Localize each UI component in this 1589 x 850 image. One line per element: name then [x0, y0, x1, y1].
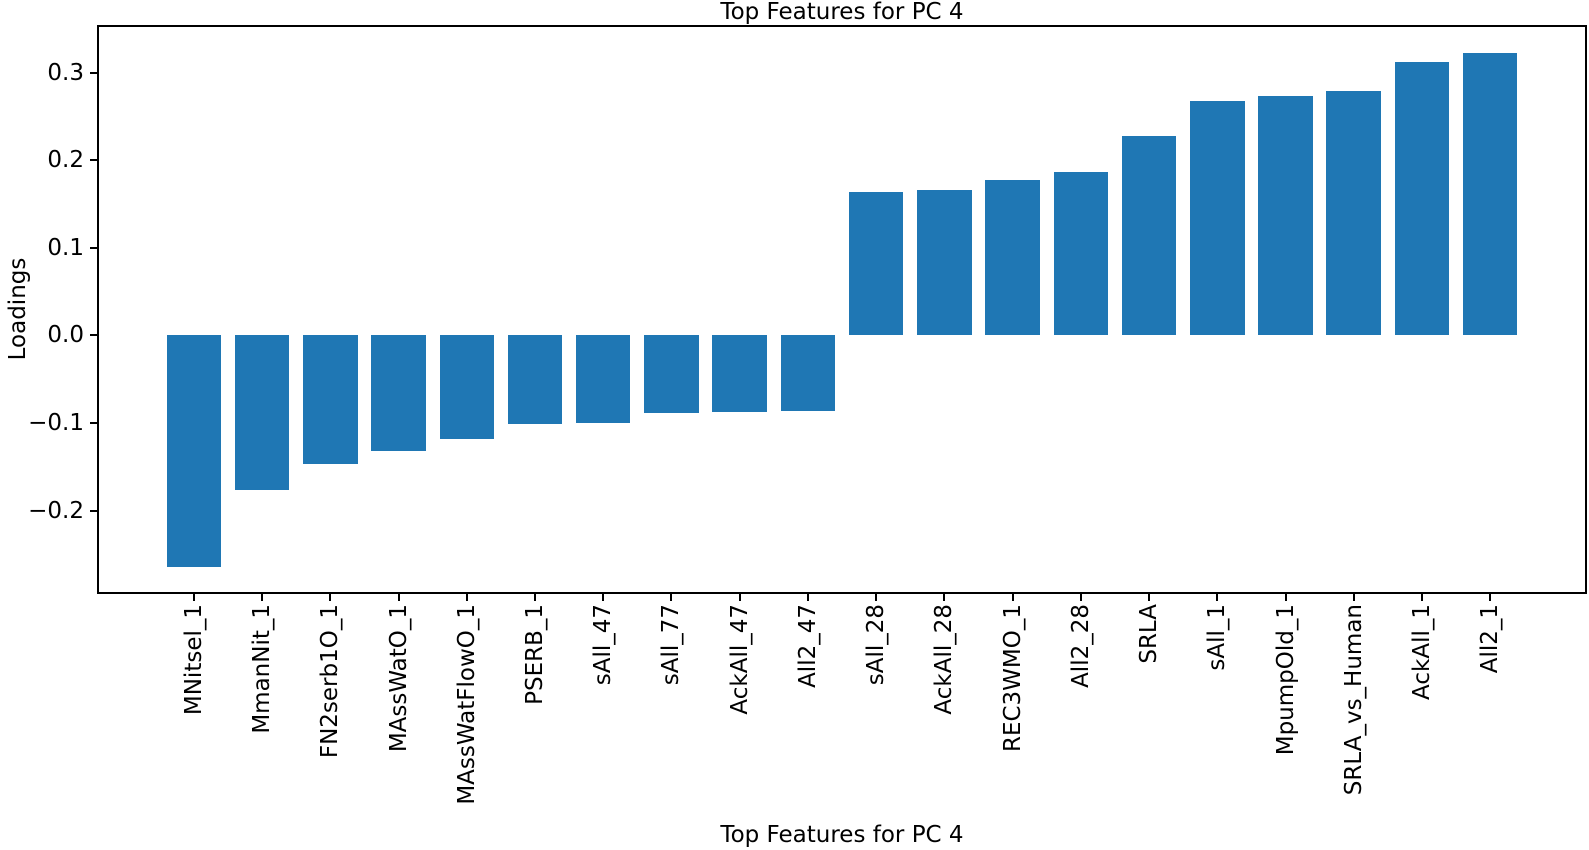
x-tick — [465, 594, 468, 601]
x-tick-label: MpumpOld_1 — [1272, 604, 1299, 756]
y-tick — [90, 71, 97, 74]
x-tick — [329, 594, 332, 601]
x-tick-label: FN2serb1O_1 — [317, 604, 344, 759]
x-tick — [1148, 594, 1150, 601]
y-tick — [90, 246, 97, 249]
bar-sAll_28 — [848, 191, 904, 336]
bar-AckAll_47 — [712, 335, 767, 413]
x-tick-label: MNitsel_1 — [180, 604, 207, 716]
bar-MpumpOld_1 — [1258, 96, 1313, 336]
bar-MAssWatFlowO_1 — [439, 335, 495, 439]
bar-MAssWatO_1 — [371, 335, 426, 451]
x-tick-label: SRLA_vs_Human — [1340, 604, 1367, 796]
bar-AckAll_28 — [917, 189, 972, 336]
y-tick-label: −0.2 — [28, 497, 84, 524]
x-tick-label: sAll_47 — [590, 604, 617, 686]
y-tick-label: 0.1 — [47, 234, 84, 261]
bar-MmanNit_1 — [234, 335, 290, 491]
x-tick — [1216, 594, 1219, 601]
x-tick-label: All2_47 — [794, 604, 821, 688]
y-tick-label: 0.2 — [47, 147, 84, 174]
x-tick — [1489, 594, 1492, 601]
y-tick-label: 0.0 — [47, 322, 84, 349]
x-tick-label: sAll_77 — [658, 604, 685, 686]
x-tick-label: MmanNit_1 — [249, 604, 276, 734]
x-tick-label: sAll_28 — [863, 604, 890, 686]
bar-PSERB_1 — [507, 335, 563, 424]
bar-FN2serb1O_1 — [303, 335, 358, 465]
x-tick-label: All2_1 — [1477, 604, 1504, 674]
x-tick — [1420, 594, 1423, 601]
bar-REC3WMO_1 — [985, 180, 1040, 336]
y-tick — [90, 159, 97, 162]
x-tick-label: sAll_1 — [1204, 604, 1231, 671]
x-tick — [943, 594, 946, 601]
y-tick — [90, 509, 97, 512]
y-tick-label: −0.1 — [28, 409, 84, 436]
x-tick-label: All2_28 — [1067, 604, 1094, 688]
x-tick — [602, 594, 605, 601]
x-axis-label: Top Features for PC 4 — [720, 822, 964, 848]
x-tick — [534, 594, 536, 601]
x-tick — [670, 594, 673, 601]
bar-All2_1 — [1462, 53, 1518, 336]
y-axis-label: Loadings — [5, 257, 31, 361]
x-tick-label: AckAll_28 — [931, 604, 958, 715]
x-tick-label: MAssWatO_1 — [385, 604, 412, 753]
bar-MNitsel_1 — [166, 335, 222, 567]
bar-sAll_77 — [644, 335, 699, 414]
x-tick-label: AckAll_1 — [1408, 604, 1435, 700]
x-tick — [192, 594, 195, 601]
x-tick — [1011, 594, 1014, 601]
bar-All2_47 — [780, 335, 836, 412]
y-tick — [90, 421, 97, 424]
x-tick — [1079, 594, 1082, 601]
x-tick — [875, 594, 878, 601]
x-tick — [397, 594, 400, 601]
chart-title: Top Features for PC 4 — [720, 0, 964, 25]
x-tick-label: SRLA — [1136, 604, 1162, 664]
bar-All2_28 — [1053, 172, 1109, 336]
x-tick — [738, 594, 741, 601]
x-tick-label: REC3WMO_1 — [999, 604, 1026, 753]
x-tick — [1352, 594, 1355, 601]
x-tick — [806, 594, 809, 601]
y-tick — [90, 334, 97, 337]
x-tick-label: MAssWatFlowO_1 — [453, 604, 480, 805]
x-tick — [1284, 594, 1287, 601]
bar-SRLA_vs_Human — [1326, 90, 1381, 336]
bar-SRLA — [1121, 135, 1177, 336]
x-tick-label: PSERB_1 — [522, 604, 548, 705]
bar-AckAll_1 — [1394, 62, 1450, 336]
bar-sAll_1 — [1190, 100, 1245, 336]
bar-sAll_47 — [575, 335, 631, 423]
x-tick-label: AckAll_47 — [726, 604, 753, 715]
x-tick — [261, 594, 264, 601]
y-tick-label: 0.3 — [47, 59, 84, 86]
